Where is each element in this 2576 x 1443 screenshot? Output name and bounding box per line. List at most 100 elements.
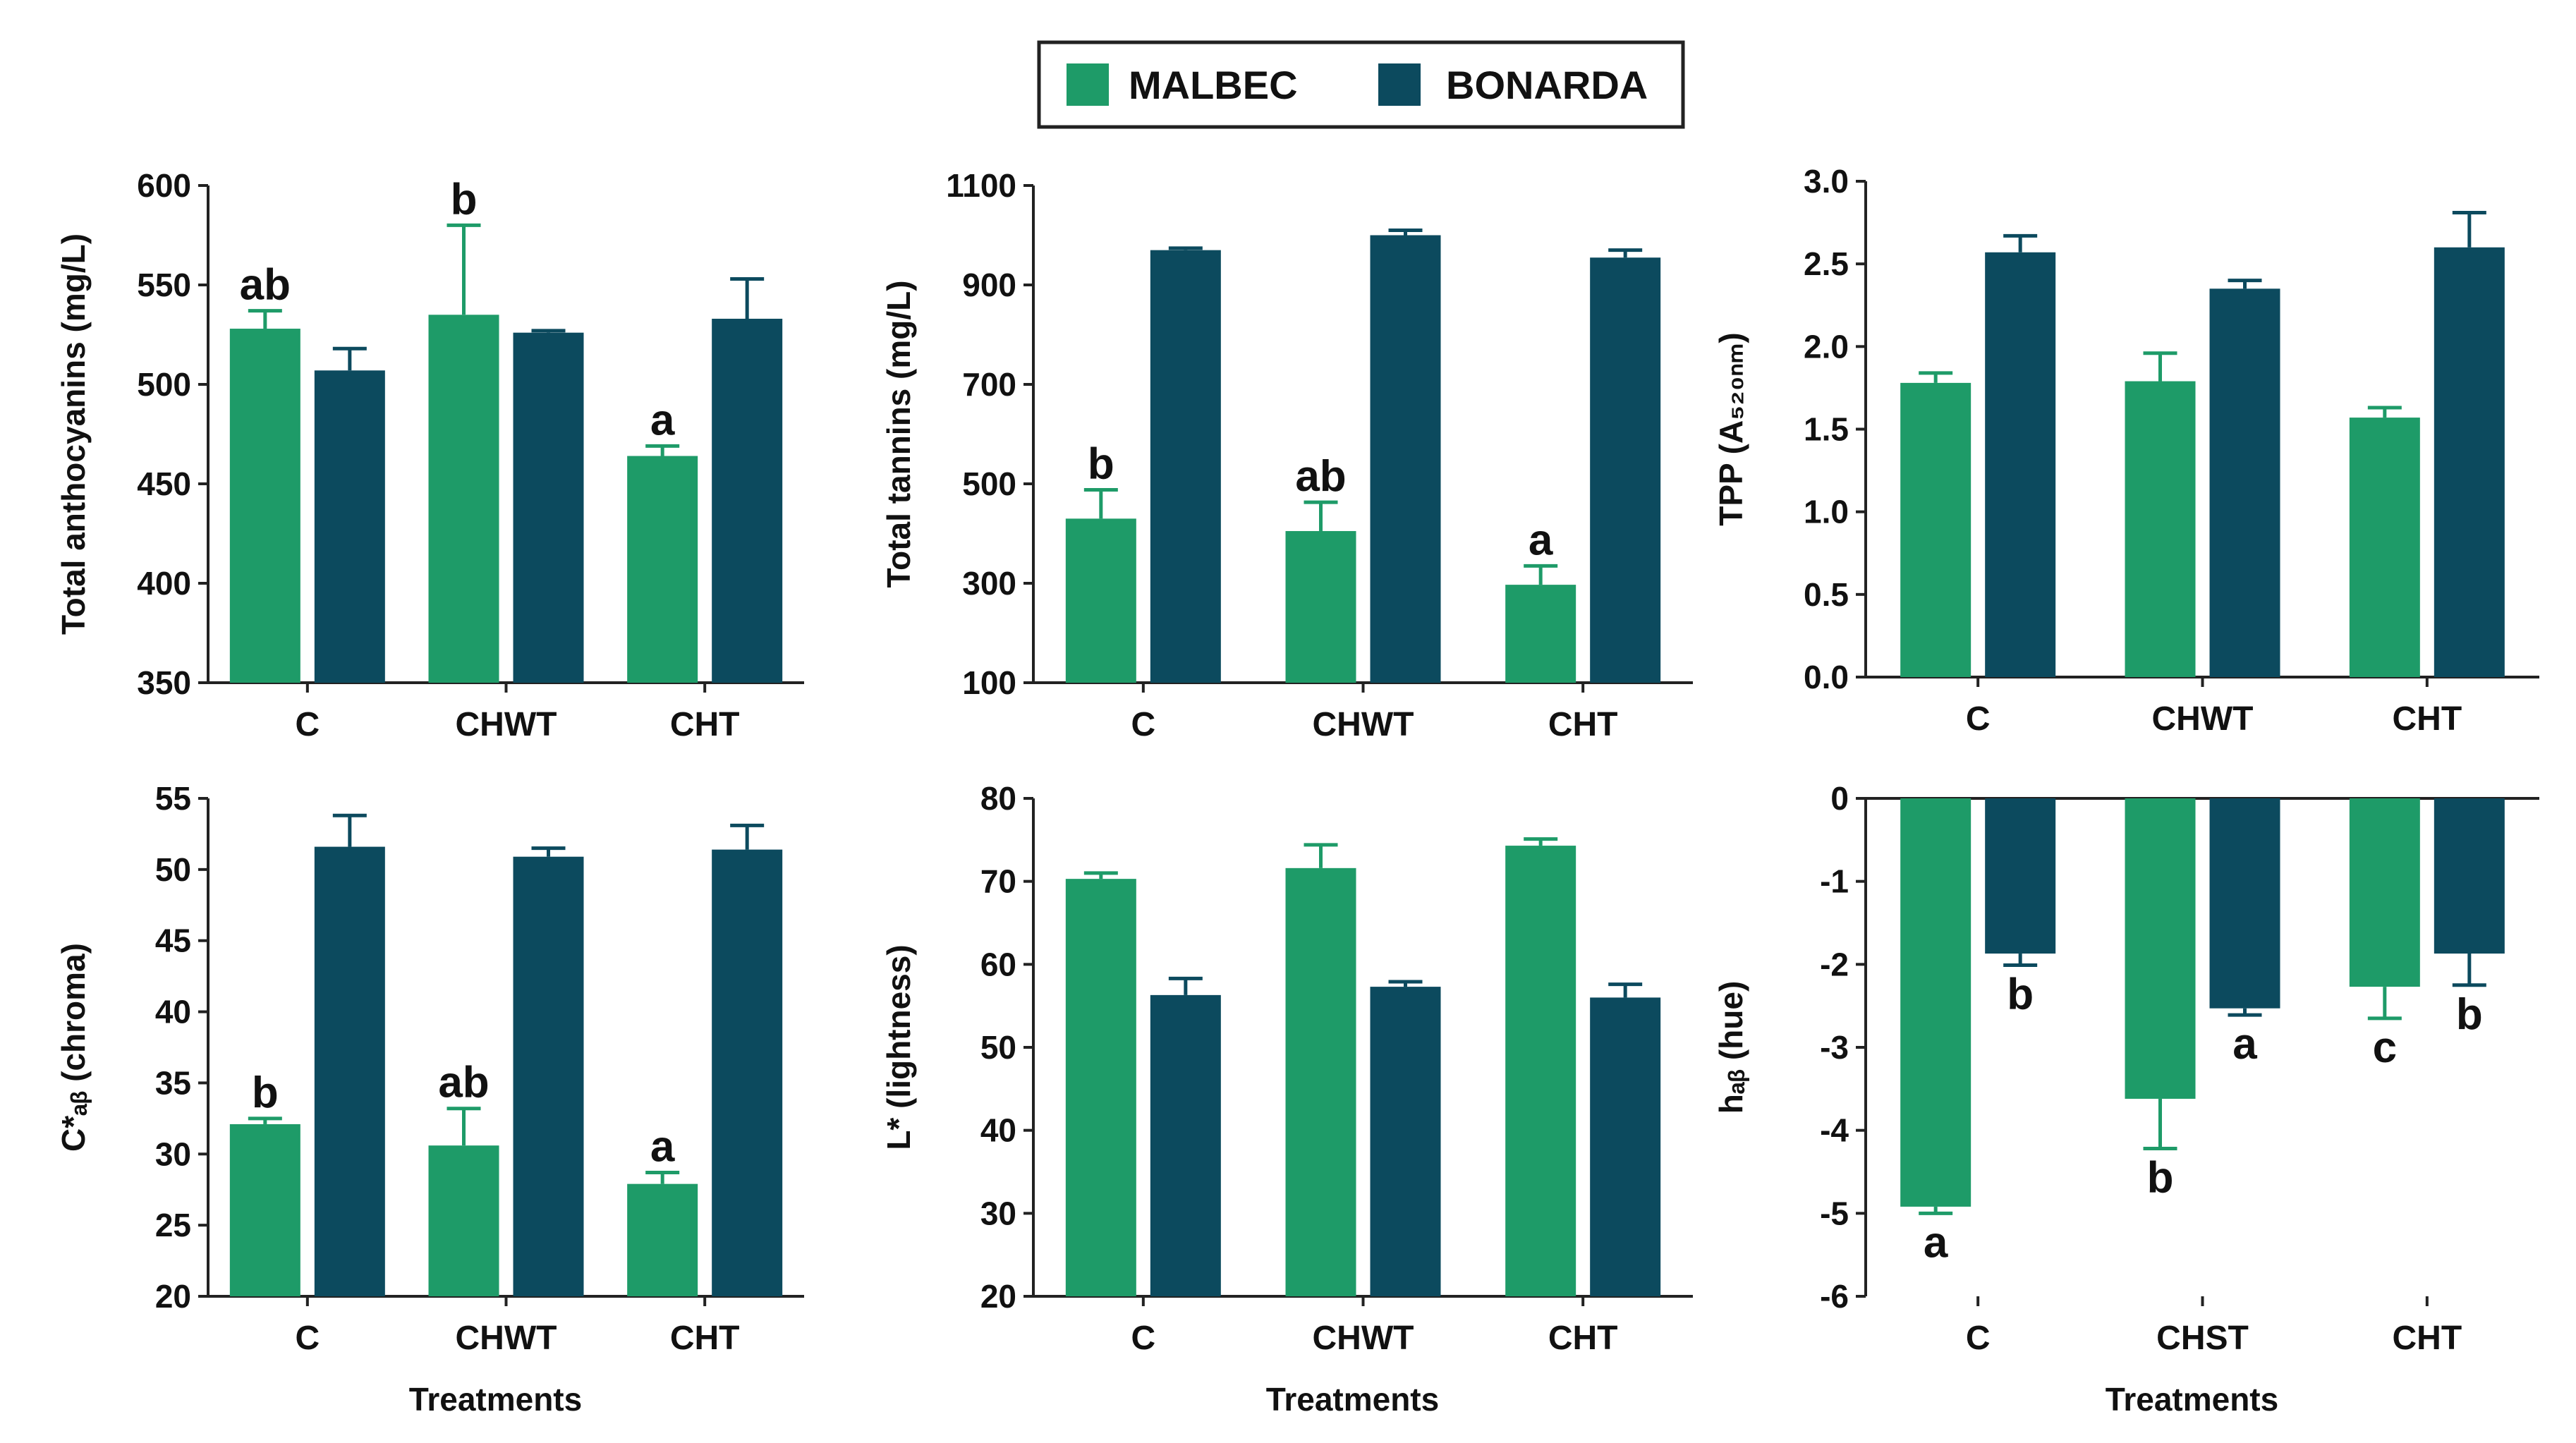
bar-malbec-chwt (428, 315, 499, 683)
bar-bonarda-cht (1590, 257, 1661, 683)
x-axis-title: Treatments (409, 1381, 582, 1418)
bar-bonarda-cht (2434, 247, 2505, 677)
y-axis-title: hₐᵦ (hue) (1713, 981, 1749, 1114)
significance-letter: b (451, 175, 478, 224)
y-tick-label: 50 (155, 851, 191, 888)
y-tick-label: 900 (962, 267, 1016, 303)
bar-malbec-c (229, 1124, 300, 1296)
y-tick-label: 20 (155, 1278, 191, 1315)
y-tick-label: -3 (1820, 1029, 1849, 1066)
y-tick-label: 35 (155, 1064, 191, 1101)
y-axis-title: L* (lightness) (880, 944, 917, 1150)
y-tick-label: 25 (155, 1207, 191, 1243)
x-tick-label-cht: CHT (670, 1320, 740, 1357)
y-tick-label: 0 (1830, 780, 1849, 817)
x-tick-label-c: C (295, 1320, 320, 1357)
y-tick-label: 55 (155, 780, 191, 817)
significance-letter: b (1088, 439, 1114, 488)
significance-letter: b (2007, 970, 2034, 1019)
y-tick-label: 30 (155, 1135, 191, 1172)
x-tick-label-cht: CHT (1548, 706, 1618, 743)
chart-panel-4: 20 25 30 35 40 45 50 55 C*ₐᵦ (chroma) C CHWT CHT b ab… (55, 780, 804, 1418)
x-tick-label-chwt: CHWT (2152, 700, 2254, 738)
x-tick-label-chwt: CHWT (456, 1320, 557, 1357)
y-tick-label: 2.5 (1804, 245, 1849, 282)
y-tick-label: 500 (137, 366, 191, 403)
significance-letter: ab (1295, 452, 1346, 501)
x-tick-label-c: C (1131, 1320, 1155, 1357)
bar-bonarda-c (314, 846, 385, 1296)
bar-malbec-chwt (428, 1145, 499, 1296)
y-tick-label: 40 (155, 994, 191, 1030)
x-tick-label-cht: CHT (2393, 700, 2462, 738)
x-tick-label-chwt: CHWT (456, 706, 557, 743)
significance-letter: b (252, 1068, 279, 1117)
legend-swatch-bonarda (1378, 63, 1421, 106)
y-tick-label: 0.5 (1804, 576, 1849, 613)
x-axis-title: Treatments (2106, 1381, 2278, 1418)
bar-bonarda-cht (1590, 997, 1661, 1296)
y-tick-label: 300 (962, 565, 1016, 602)
significance-letter: ab (438, 1059, 489, 1107)
bar-bonarda-cht (2434, 798, 2505, 954)
bar-bonarda-c (314, 370, 385, 683)
bar-bonarda-chwt (513, 856, 584, 1296)
y-axis-title: Total tannins (mg/L) (880, 280, 917, 587)
significance-letter: a (650, 396, 675, 444)
bar-malbec-cht (627, 1183, 698, 1296)
bar-bonarda-c (1150, 994, 1221, 1296)
x-tick-label-cht: CHT (670, 706, 740, 743)
y-tick-label: 350 (137, 664, 191, 701)
bar-malbec-c (1065, 518, 1136, 683)
y-tick-label: 80 (980, 780, 1016, 817)
y-tick-label: -4 (1820, 1112, 1849, 1149)
legend-box (1037, 40, 1685, 129)
chart-panel-2: 100 300 500 700 900 1100 Total tannins (mg/L) C… (880, 167, 1693, 743)
x-tick-label-cht: CHT (1548, 1320, 1618, 1357)
y-tick-label: 1100 (946, 167, 1016, 204)
y-tick-label: 0.0 (1804, 659, 1849, 695)
y-tick-label: 50 (980, 1029, 1016, 1066)
y-tick-label: 70 (980, 863, 1016, 900)
y-tick-label: -2 (1820, 946, 1849, 982)
bar-bonarda-c (1985, 798, 2056, 954)
bar-bonarda-c (1150, 250, 1221, 683)
y-tick-label: 450 (137, 465, 191, 502)
y-tick-label: -5 (1820, 1195, 1849, 1231)
y-tick-label: 40 (980, 1112, 1016, 1149)
bar-bonarda-chwt (1370, 235, 1441, 683)
bar-bonarda-chst (2209, 798, 2280, 1009)
significance-letter: a (650, 1123, 675, 1171)
x-tick-label-c: C (1966, 700, 1991, 738)
x-tick-label-c: C (1131, 706, 1155, 743)
y-tick-label: 1.0 (1804, 494, 1849, 530)
legend-swatch-malbec (1067, 63, 1109, 106)
bar-malbec-cht (627, 456, 698, 683)
legend-label-malbec: MALBEC (1129, 63, 1298, 107)
significance-letter: b (2456, 990, 2483, 1039)
legend: MALBEC BONARDA (1037, 40, 1685, 129)
y-tick-label: 45 (155, 923, 191, 959)
chart-panel-1: 350 400 450 500 550 600 Total anthocyanins (mg… (55, 167, 804, 743)
y-tick-label: 1.5 (1804, 411, 1849, 448)
y-tick-label: 3.0 (1804, 163, 1849, 200)
y-tick-label: 20 (980, 1278, 1016, 1315)
y-axis-title: Total anthocyanins (mg/L) (55, 233, 92, 635)
bar-malbec-c (1065, 879, 1136, 1296)
bar-malbec-chwt (1285, 530, 1356, 683)
bar-malbec-c (1900, 382, 1972, 677)
bar-malbec-cht (2349, 798, 2420, 987)
y-tick-label: 30 (980, 1195, 1016, 1231)
y-tick-label: 550 (137, 267, 191, 303)
bar-bonarda-chwt (513, 332, 584, 683)
y-tick-label: -6 (1820, 1278, 1849, 1315)
significance-letter: c (2373, 1023, 2397, 1072)
bar-bonarda-cht (712, 318, 783, 683)
bar-bonarda-c (1985, 252, 2056, 678)
x-tick-label-c: C (295, 706, 320, 743)
bar-malbec-cht (1505, 846, 1576, 1296)
significance-letter: b (2147, 1154, 2174, 1202)
y-axis-title: C*ₐᵦ (chroma) (55, 943, 92, 1152)
chart-panel-3: 0.0 0.5 1.0 1.5 2.0 2.5 3.0 TPP (A₅₂₀ₙₘ) C CHWT CH… (1713, 163, 2539, 738)
